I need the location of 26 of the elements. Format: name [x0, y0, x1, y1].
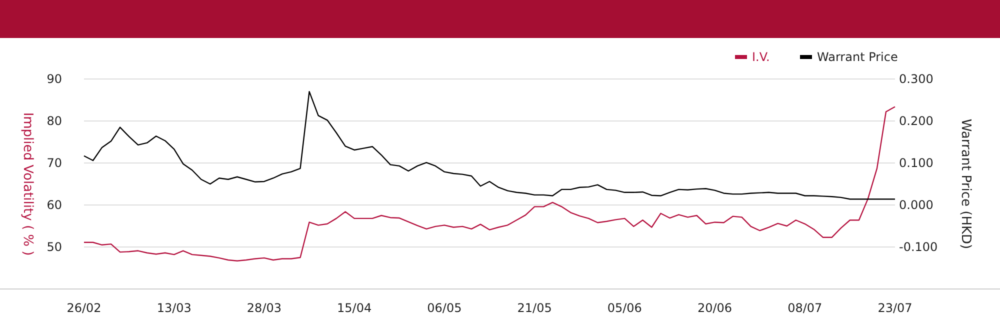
y-tick-label: 70	[46, 156, 62, 170]
y2-tick-label: 0.300	[899, 72, 934, 86]
legend-label: I.V.	[752, 50, 770, 64]
y-tick-label: 80	[46, 114, 62, 128]
line-series	[83, 106, 896, 262]
y2-tick-label: -0.100	[899, 240, 938, 254]
x-tick-label: 15/04	[337, 301, 372, 315]
y-axis-title: Implied Volatility ( % )	[20, 112, 35, 256]
x-tick-label: 21/05	[517, 301, 552, 315]
y2-tick-label: 0.000	[899, 198, 934, 212]
x-tick-label: 26/02	[66, 301, 102, 315]
y-tick-label: 50	[46, 240, 62, 254]
y2-tick-label: 0.100	[899, 156, 934, 170]
x-tick-label: 05/06	[607, 301, 642, 315]
line-series	[83, 91, 896, 200]
y2-tick-label: 0.200	[899, 114, 934, 128]
y-tick-label: 90	[46, 72, 62, 86]
legend-label: Warrant Price	[817, 50, 898, 64]
x-tick-label: 28/03	[246, 301, 282, 315]
x-tick-label: 23/07	[878, 301, 912, 315]
x-tick-label: 06/05	[427, 301, 462, 315]
x-tick-label: 13/03	[156, 301, 192, 315]
x-tick-label: 08/07	[788, 301, 822, 315]
x-tick-label: 20/06	[697, 301, 732, 315]
y2-axis-title: Warrant Price (HKD)	[958, 118, 973, 250]
y-tick-label: 60	[46, 198, 62, 212]
